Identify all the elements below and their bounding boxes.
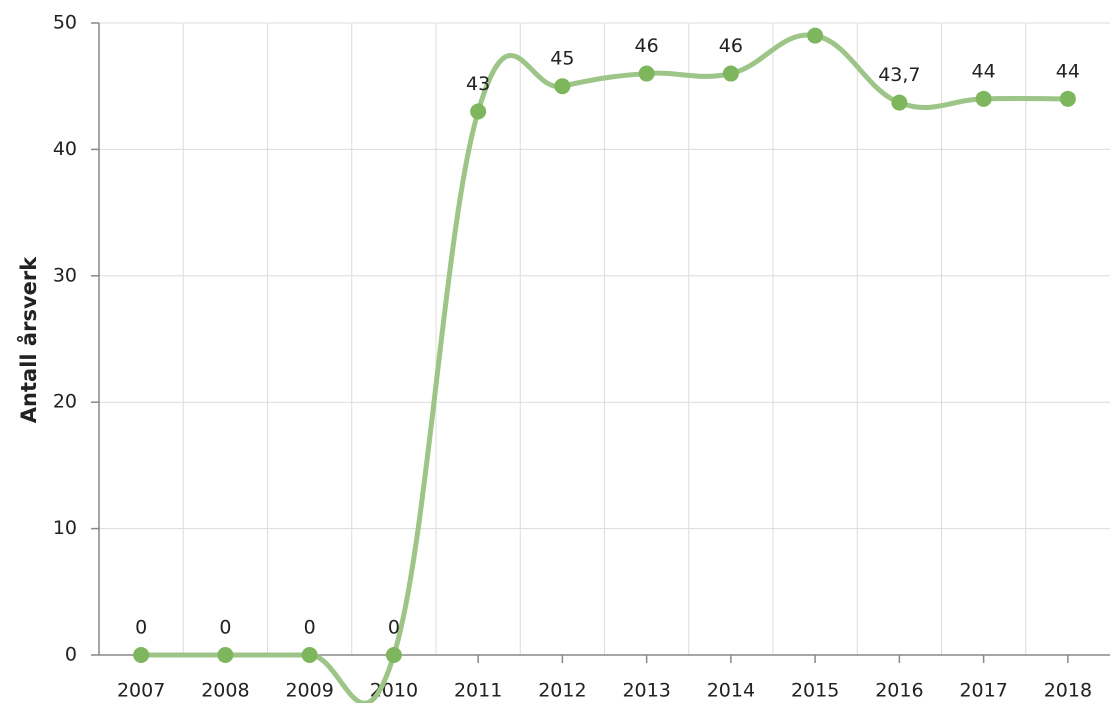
x-tick-label: 2017: [959, 680, 1007, 702]
value-label: 43: [466, 73, 490, 95]
y-tick-label: 0: [65, 644, 77, 666]
x-tick-label: 2008: [201, 680, 249, 702]
x-tick-label: 2015: [791, 680, 839, 702]
x-tick-label: 2018: [1044, 680, 1092, 702]
y-tick-label: 50: [53, 12, 77, 34]
marker: [470, 103, 487, 120]
value-label: 0: [219, 617, 231, 639]
value-label: 0: [304, 617, 316, 639]
value-label: 0: [388, 617, 400, 639]
y-tick-label: 10: [53, 517, 77, 539]
x-tick-label: 2009: [285, 680, 333, 702]
marker: [638, 65, 655, 82]
marker: [217, 647, 234, 663]
x-tick-label: 2012: [538, 680, 586, 702]
value-label: 45: [550, 48, 574, 70]
marker: [554, 78, 571, 95]
value-label: 44: [1056, 60, 1080, 82]
y-tick-label: 20: [53, 391, 77, 413]
marker: [891, 94, 908, 111]
value-label: 46: [635, 35, 659, 57]
value-label: 46: [719, 35, 743, 57]
x-tick-label: 2016: [875, 680, 923, 702]
x-tick-label: 2011: [454, 680, 502, 702]
marker: [301, 647, 318, 663]
value-label: 43,7: [878, 64, 920, 86]
x-tick-label: 2013: [622, 680, 670, 702]
x-tick-label: 2014: [707, 680, 755, 702]
x-tick-label: 2007: [117, 680, 165, 702]
value-label: 44: [972, 60, 996, 82]
marker: [1059, 90, 1076, 107]
marker: [975, 90, 992, 107]
marker: [133, 647, 150, 663]
marker: [385, 647, 402, 663]
y-tick-label: 40: [53, 138, 77, 160]
marker: [807, 27, 824, 44]
y-tick-label: 30: [53, 264, 77, 286]
y-axis-label: Antall årsverk: [16, 256, 41, 423]
marker: [722, 65, 739, 82]
value-label: 0: [135, 617, 147, 639]
line: [138, 32, 1071, 703]
